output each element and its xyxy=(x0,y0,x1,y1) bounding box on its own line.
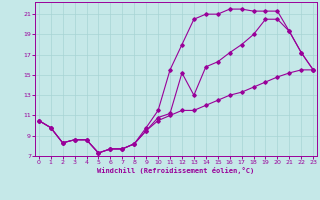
X-axis label: Windchill (Refroidissement éolien,°C): Windchill (Refroidissement éolien,°C) xyxy=(97,167,255,174)
